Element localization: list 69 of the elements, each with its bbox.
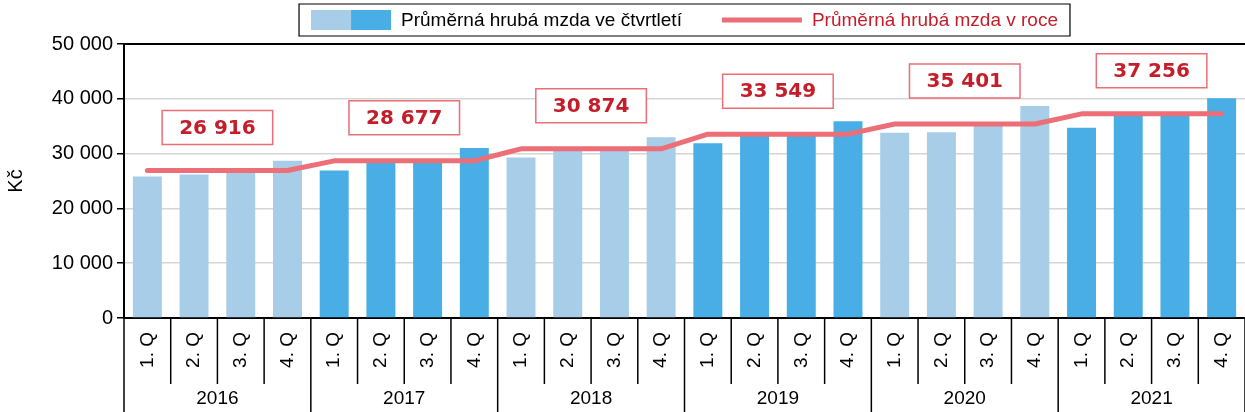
data-label: 35 401 xyxy=(926,68,1004,93)
x-tick-label: 2. Q xyxy=(182,332,204,368)
text: 2021 xyxy=(1130,387,1173,409)
x-tick-label: 3. Q xyxy=(415,332,437,368)
x-tick-label: 1. Q xyxy=(696,332,718,368)
bar xyxy=(366,162,396,318)
bar xyxy=(1113,114,1143,318)
y-tick-label: 50 000 xyxy=(51,31,113,54)
x-tick-label: 2. Q xyxy=(555,332,577,368)
legend-label: Průměrná hrubá mzda ve čtvrtletí xyxy=(401,9,683,31)
data-label: 28 677 xyxy=(365,105,443,130)
x-tick-label: 4. Q xyxy=(275,332,297,368)
bar xyxy=(833,121,863,318)
bar xyxy=(179,174,209,318)
x-tick-label: 2. Q xyxy=(742,332,764,368)
x-tick-label: 1. Q xyxy=(882,332,904,368)
x-tick-label: 3. Q xyxy=(976,332,998,368)
y-tick-label: 10 000 xyxy=(51,250,113,273)
x-tick-label: 4. Q xyxy=(649,332,671,368)
text: 2020 xyxy=(943,387,986,409)
bar xyxy=(553,150,583,318)
bar xyxy=(973,125,1003,318)
x-tick-label: 1. Q xyxy=(135,332,157,368)
x-tick-label: 1. Q xyxy=(509,332,531,368)
text: 2016 xyxy=(196,387,239,409)
data-label: 37 256 xyxy=(1113,58,1190,83)
bar xyxy=(319,170,349,318)
x-tick-label: 2. Q xyxy=(369,332,391,368)
bar xyxy=(273,160,302,318)
bar xyxy=(506,157,536,318)
y-tick-label: 40 000 xyxy=(51,86,113,109)
x-tick-label: 4. Q xyxy=(1209,332,1231,368)
text: 2017 xyxy=(383,387,426,409)
bar xyxy=(880,132,910,318)
x-tick-label: 2. Q xyxy=(929,332,951,368)
bar xyxy=(786,136,816,318)
data-label: 33 549 xyxy=(739,78,817,103)
x-tick-label: 3. Q xyxy=(1163,332,1185,368)
bar xyxy=(740,136,770,318)
bar xyxy=(1020,105,1050,318)
y-axis-title: Kč xyxy=(3,169,26,193)
bar xyxy=(132,176,162,318)
x-tick-label: 1. Q xyxy=(1069,332,1091,368)
x-tick-label: 4. Q xyxy=(836,332,858,368)
y-tick-label: 30 000 xyxy=(51,141,113,164)
x-tick-label: 1. Q xyxy=(322,332,344,368)
x-tick-label: 4. Q xyxy=(462,332,484,368)
data-label: 30 874 xyxy=(552,93,630,118)
x-tick-label: 3. Q xyxy=(602,332,624,368)
bar xyxy=(599,149,629,318)
bar xyxy=(413,162,443,318)
bar xyxy=(459,148,489,318)
y-tick-label: 0 xyxy=(101,305,113,328)
text: 2018 xyxy=(569,387,613,409)
legend-label: Průměrná hrubá mzda v roce xyxy=(811,9,1058,31)
bar xyxy=(926,132,956,318)
bar xyxy=(226,170,256,318)
bar xyxy=(1160,114,1190,318)
bar xyxy=(693,143,723,318)
x-tick-label: 3. Q xyxy=(789,332,811,368)
x-tick-label: 4. Q xyxy=(1023,332,1045,368)
bar xyxy=(1067,127,1096,318)
text: 2019 xyxy=(756,387,800,409)
data-label: 26 916 xyxy=(179,114,256,139)
bar xyxy=(1207,98,1237,318)
bar xyxy=(646,137,676,318)
x-tick-label: 3. Q xyxy=(229,332,251,368)
y-tick-label: 20 000 xyxy=(51,195,113,218)
x-tick-label: 2. Q xyxy=(1116,332,1138,368)
